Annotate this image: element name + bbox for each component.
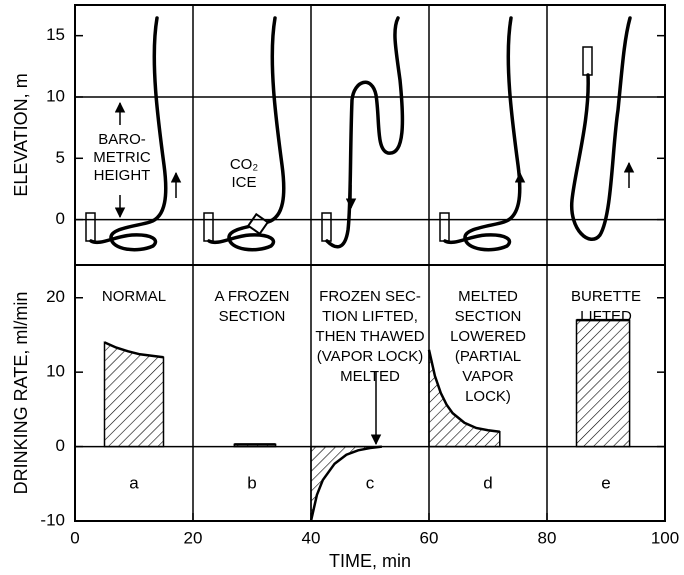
area-fill: [575, 319, 631, 448]
y-tick-label: 10: [46, 362, 65, 381]
panel-label: SECTION: [219, 308, 286, 325]
panel-letter: c: [366, 473, 375, 492]
x-tick-label: 60: [420, 528, 439, 547]
panel-label: VAPOR: [462, 368, 514, 385]
y-tick-label: 0: [56, 209, 65, 228]
panel-label: LOWERED: [450, 328, 526, 345]
annotation: METRIC: [93, 149, 151, 166]
panel-label: A FROZEN: [214, 288, 289, 305]
panel-label: LOCK): [465, 388, 511, 405]
y-tick-label: 10: [46, 86, 65, 105]
y-tick-label: 20: [46, 287, 65, 306]
y-tick-label: -10: [40, 510, 65, 529]
x-tick-label: 100: [651, 528, 679, 547]
panel-label: MELTED: [458, 288, 518, 305]
tubes: [85, 16, 635, 446]
x-tick-label: 0: [70, 528, 79, 547]
annotation: HEIGHT: [94, 167, 151, 184]
y-tick-label: 5: [56, 148, 65, 167]
y-axis-label: DRINKING RATE, ml/min: [11, 292, 31, 495]
panel-letter: e: [601, 473, 610, 492]
x-tick-label: 80: [538, 528, 557, 547]
panel-label: (VAPOR LOCK): [317, 348, 423, 365]
panel-label: BURETTE: [571, 288, 641, 305]
panel-label: FROZEN SEC-: [319, 288, 421, 305]
panel-letter: a: [129, 473, 139, 492]
panel-label: MELTED: [340, 368, 400, 385]
annotation: BARO-: [98, 131, 146, 148]
area-outline: [103, 341, 164, 359]
panel-label: SECTION: [455, 308, 522, 325]
annotation: ICE: [231, 174, 256, 191]
panel-letter: d: [483, 473, 492, 492]
panel-label: TION LIFTED,: [322, 308, 418, 325]
area-fill: [103, 341, 165, 448]
panel-label: NORMAL: [102, 288, 166, 305]
y-tick-label: 15: [46, 25, 65, 44]
x-tick-label: 40: [302, 528, 321, 547]
area-outline: [309, 445, 382, 522]
y-axis-label: ELEVATION, m: [11, 73, 31, 196]
y-tick-label: 0: [56, 436, 65, 455]
panel-letter: b: [247, 473, 256, 492]
panel-label: (PARTIAL: [455, 348, 521, 365]
annotation: CO₂: [230, 156, 259, 173]
area-outline: [427, 349, 500, 433]
x-axis-label: TIME, min: [329, 551, 411, 571]
panel-label: THEN THAWED: [315, 328, 424, 345]
x-tick-label: 20: [184, 528, 203, 547]
